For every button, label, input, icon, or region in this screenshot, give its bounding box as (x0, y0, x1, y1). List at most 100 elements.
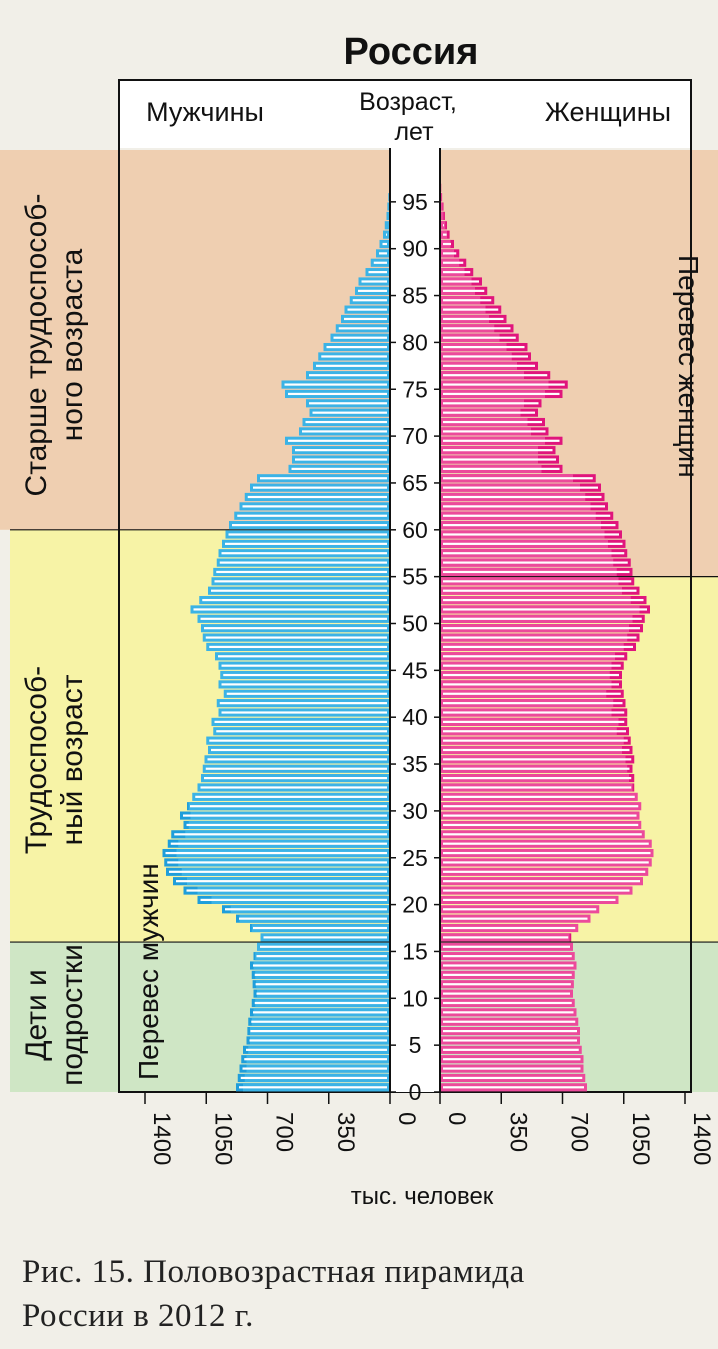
female-bar-highlight (443, 711, 625, 714)
male-bar-highlight (260, 945, 387, 948)
male-bar-highlight (358, 289, 387, 292)
age-tick-label: 55 (402, 564, 428, 590)
male-bar (387, 202, 390, 211)
age-tick-label: 80 (402, 329, 428, 355)
female-bar-highlight (443, 252, 457, 255)
age-tick-label: 25 (402, 845, 428, 871)
female-bar-highlight (443, 449, 553, 452)
male-bar-highlight (344, 317, 387, 321)
age-tick-label: 90 (402, 236, 428, 262)
female-bar-highlight (443, 945, 570, 948)
male-bar-highlight (361, 280, 387, 283)
female-bar-highlight (443, 814, 637, 817)
male-bar-highlight (254, 1001, 387, 1005)
female-bar-highlight (443, 420, 542, 424)
female-bar-highlight (443, 786, 632, 789)
female-bar-highlight (443, 561, 628, 564)
male-bar-highlight (225, 908, 387, 911)
male-bar-highlight (200, 617, 387, 620)
female-bar-highlight (443, 505, 605, 508)
female-bar-highlight (443, 880, 640, 883)
male-bar-highlight (379, 252, 387, 255)
male-bar-highlight (221, 664, 387, 667)
female-bar-highlight (443, 823, 639, 827)
male-bar-highlight (250, 1029, 387, 1033)
male-bar-highlight (260, 477, 387, 480)
female-bar-highlight (443, 336, 516, 339)
male-bar-highlight (254, 973, 387, 976)
female-bar-highlight (443, 1001, 572, 1005)
female-bar-highlight (443, 542, 623, 545)
female-bar-highlight (443, 908, 597, 911)
male-bar-highlight (232, 524, 387, 527)
age-tick-label: 65 (402, 470, 428, 496)
female-bar-highlight (443, 1067, 581, 1070)
age-tick-label: 15 (402, 938, 428, 964)
female-bar-highlight (443, 627, 640, 630)
female-bar-highlight (443, 889, 630, 892)
caption-line-2: России в 2012 г. (22, 1298, 254, 1334)
x-tick-label-left: 1400 (148, 1112, 175, 1165)
male-bar-highlight (373, 261, 387, 264)
male-bar-highlight (195, 795, 387, 798)
female-bar-common (440, 211, 444, 220)
male-bar-highlight (242, 1067, 387, 1070)
female-bar-highlight (443, 936, 569, 939)
male-bar-highlight (251, 1020, 387, 1023)
female-bar-highlight (443, 533, 619, 536)
male-bar-highlight (216, 570, 387, 574)
female-bar-highlight (443, 645, 633, 649)
male-bar-highlight (291, 467, 387, 470)
x-tick-label-left: 0 (393, 1112, 420, 1125)
male-bar-highlight (190, 805, 387, 808)
female-bar-highlight (443, 870, 646, 873)
male-bar-highlight (165, 851, 387, 855)
age-ticks: 0 5 10 15 20 25 30 35 40 45 50 55 60 65 70 75 80 85 90 95 (390, 189, 440, 1105)
men-header: Мужчины (146, 97, 264, 127)
male-bar-highlight (228, 533, 387, 536)
age-tick-label: 20 (402, 892, 428, 918)
x-axis-ticks: 1400 1050 700 350 0 0 350 700 1050 1400 (144, 1092, 715, 1165)
female-bar-highlight (443, 851, 651, 855)
female-bar-highlight (443, 308, 499, 311)
male-bars (162, 155, 390, 1092)
male-bar-highlight (312, 411, 387, 414)
female-bar-highlight (443, 973, 572, 976)
male-bar-highlight (256, 992, 387, 995)
male-bar-highlight (209, 739, 387, 742)
male-bar-highlight (249, 1039, 387, 1042)
female-bar-highlight (443, 327, 511, 330)
male-bar-highlight (247, 495, 387, 499)
male-bar-highlight (333, 336, 387, 339)
male-bar-highlight (352, 299, 387, 302)
male-bar-highlight (204, 777, 387, 780)
female-bar-common (440, 202, 443, 211)
male-bar-highlight (295, 458, 387, 461)
male-bar-highlight (207, 758, 387, 761)
male-bar-highlight (221, 552, 387, 555)
male-bar-highlight (211, 748, 387, 752)
female-bar-highlight (443, 617, 642, 620)
female-bar-highlight (443, 552, 625, 555)
female-bar-highlight (443, 524, 616, 527)
female-bar-highlight (443, 589, 637, 592)
male-bar-highlight (347, 308, 387, 311)
female-bar-highlight (443, 673, 619, 677)
x-tick-label-right: 0 (443, 1112, 470, 1125)
age-tick-label: 45 (402, 657, 428, 683)
male-bar-highlight (202, 598, 387, 602)
female-bar-highlight (443, 402, 539, 405)
age-tick-label: 40 (402, 704, 428, 730)
female-bar-highlight (443, 842, 649, 845)
male-bar-highlight (253, 1011, 387, 1014)
male-bar-highlight (309, 402, 387, 405)
female-bar-common (440, 221, 446, 230)
female-bar-highlight (443, 1039, 577, 1042)
female-bar-highlight (443, 580, 632, 583)
x-tick-label-right: 700 (566, 1112, 593, 1152)
female-bar-highlight (443, 1076, 583, 1080)
female-bar-highlight (443, 1048, 579, 1051)
x-tick-label-right: 350 (504, 1112, 531, 1152)
